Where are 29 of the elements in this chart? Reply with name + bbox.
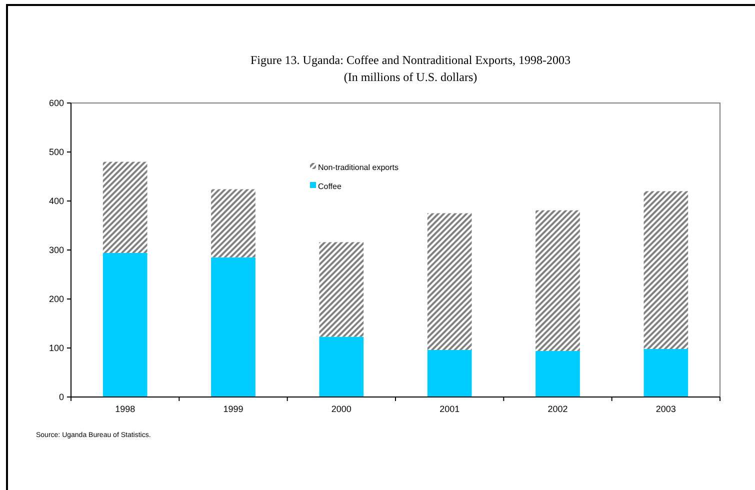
bar xyxy=(319,242,364,337)
bar xyxy=(427,213,472,350)
y-tick-label: 100 xyxy=(48,343,64,354)
bar xyxy=(319,336,364,397)
bar xyxy=(427,350,472,397)
bar xyxy=(536,350,580,397)
legend-label: Coffee xyxy=(318,182,342,191)
y-tick-label: 600 xyxy=(48,98,64,108)
x-tick-label: 1998 xyxy=(115,404,136,414)
x-tick-label: 2001 xyxy=(440,404,460,414)
bar xyxy=(102,162,148,253)
bar xyxy=(644,191,688,349)
bar xyxy=(211,257,256,397)
bar xyxy=(211,189,256,258)
y-tick-label: 300 xyxy=(48,245,64,256)
bar xyxy=(644,348,688,397)
y-tick-label: 200 xyxy=(48,294,64,304)
x-tick-label: 2003 xyxy=(656,404,676,414)
bar xyxy=(102,252,148,397)
x-tick-label: 2000 xyxy=(331,404,352,414)
y-tick-label: 400 xyxy=(48,196,64,206)
y-tick-label: 500 xyxy=(48,147,64,158)
x-tick-label: 2002 xyxy=(548,404,568,414)
bar xyxy=(536,210,580,351)
x-tick-label: 1999 xyxy=(223,404,244,414)
chart-subtitle: (In millions of U.S. dollars) xyxy=(344,70,478,84)
y-tick-label: 0 xyxy=(58,392,64,402)
chart-title: Figure 13. Uganda: Coffee and Nontraditional Exports, 1998-2003 xyxy=(250,53,571,67)
legend-label: Non-traditional exports xyxy=(318,162,398,172)
